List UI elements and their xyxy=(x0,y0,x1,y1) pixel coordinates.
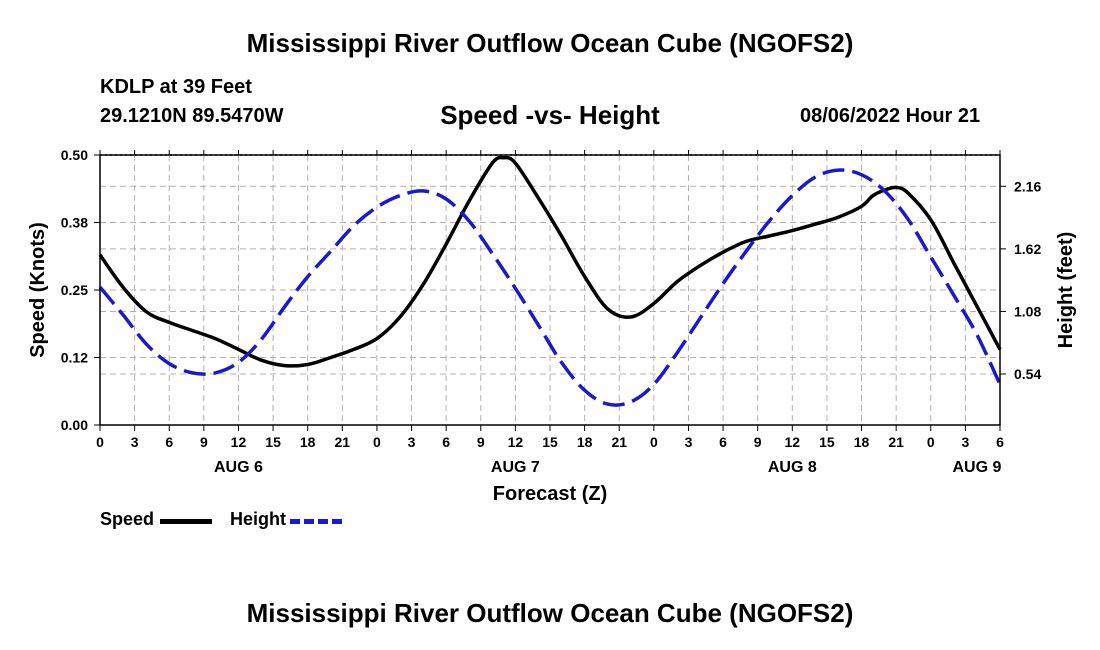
y2-tick-label: 1.62 xyxy=(1014,241,1041,257)
y-tick-label: 0.50 xyxy=(61,147,88,163)
y2-axis-title: Height (feet) xyxy=(1055,232,1077,349)
y-tick-label: 0.38 xyxy=(61,215,88,231)
day-label: AUG 9 xyxy=(952,459,1001,476)
x-tick-label: 0 xyxy=(96,434,104,450)
x-tick-label: 12 xyxy=(231,434,247,450)
grid-lines xyxy=(100,155,1000,425)
x-tick-label: 21 xyxy=(335,434,351,450)
legend-height-label: Height xyxy=(230,509,286,529)
x-tick-label: 0 xyxy=(373,434,381,450)
x-tick-label: 9 xyxy=(200,434,208,450)
day-label: AUG 7 xyxy=(491,459,540,476)
x-tick-label: 9 xyxy=(754,434,762,450)
x-tick-label: 15 xyxy=(265,434,281,450)
x-tick-label: 12 xyxy=(508,434,524,450)
x-tick-label: 15 xyxy=(819,434,835,450)
x-tick-label: 12 xyxy=(785,434,801,450)
x-tick-label: 18 xyxy=(854,434,870,450)
x-tick-label: 15 xyxy=(542,434,558,450)
y-tick-label: 0.00 xyxy=(61,417,88,433)
y2-tick-label: 0.54 xyxy=(1014,366,1041,382)
y-tick-label: 0.25 xyxy=(61,282,88,298)
station-label: KDLP at 39 Feet xyxy=(100,76,252,98)
x-tick-label: 0 xyxy=(650,434,658,450)
x-tick-label: 3 xyxy=(131,434,139,450)
coordinates-label: 29.1210N 89.5470W xyxy=(100,105,284,127)
day-label: AUG 6 xyxy=(214,459,263,476)
series-line-height xyxy=(98,168,1002,407)
legend-height-swatch xyxy=(290,519,342,524)
y-axis-title: Speed (Knots) xyxy=(27,222,49,358)
y2-tick-label: 2.16 xyxy=(1014,178,1041,194)
y-tick-label: 0.12 xyxy=(61,350,88,366)
footer-title: Mississippi River Outflow Ocean Cube (NG… xyxy=(246,598,854,628)
series-lines xyxy=(98,155,1002,407)
x-tick-label: 3 xyxy=(685,434,693,450)
chart-title: Mississippi River Outflow Ocean Cube (NG… xyxy=(246,28,854,58)
x-tick-label: 18 xyxy=(577,434,593,450)
legend-speed-label: Speed xyxy=(100,509,155,529)
day-label: AUG 8 xyxy=(768,459,817,476)
x-axis-title: Forecast (Z) xyxy=(493,483,607,505)
series-line-speed xyxy=(98,155,1002,368)
x-tick-label: 18 xyxy=(300,434,316,450)
x-tick-label: 3 xyxy=(961,434,969,450)
y2-tick-label: 1.08 xyxy=(1014,303,1041,319)
legend-speed-swatch xyxy=(160,519,212,524)
x-tick-label: 6 xyxy=(719,434,727,450)
x-tick-label: 3 xyxy=(408,434,416,450)
x-tick-label: 0 xyxy=(927,434,935,450)
axes: 0 3 6 9 12 15 18 21 0 3 6 9 12 15 18 21 0 3 6 9 12 15 18 21 0 3 6 0… xyxy=(61,147,1042,476)
forecast-datetime: 08/06/2022 Hour 21 xyxy=(800,105,981,127)
x-tick-label: 21 xyxy=(611,434,627,450)
x-tick-label: 21 xyxy=(888,434,904,450)
x-tick-label: 9 xyxy=(477,434,485,450)
chart-subtitle: Speed -vs- Height xyxy=(440,100,660,130)
x-tick-label: 6 xyxy=(442,434,450,450)
x-tick-label: 6 xyxy=(165,434,173,450)
x-tick-label: 6 xyxy=(996,434,1004,450)
